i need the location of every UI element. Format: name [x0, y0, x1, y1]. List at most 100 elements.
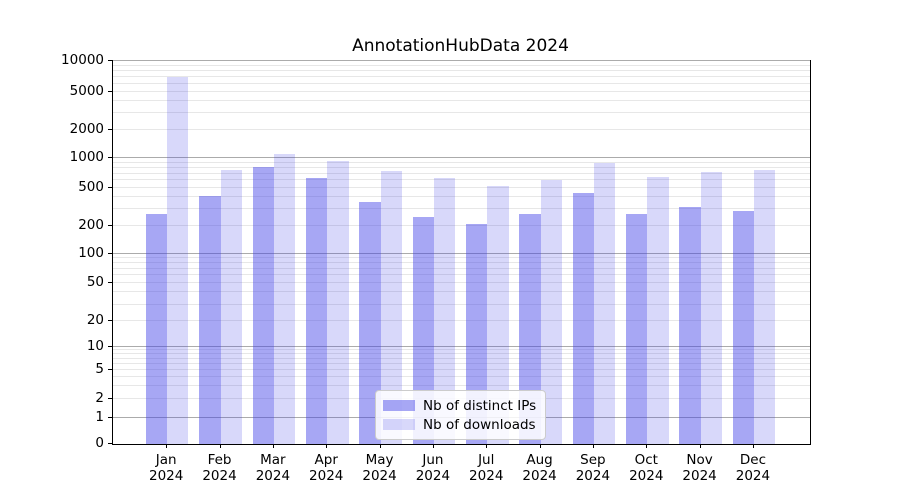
gridline-minor: [113, 196, 810, 198]
y-tick-mark: [108, 345, 112, 347]
y-tick-label: 100: [78, 244, 104, 261]
y-tick-label: 2: [95, 390, 104, 407]
legend-swatch-icon: [383, 419, 415, 430]
y-tick-mark: [108, 417, 112, 419]
gridline-minor: [113, 385, 810, 387]
bar-downloads-nov: [700, 172, 722, 444]
x-tick-year: 2024: [575, 467, 611, 484]
gridline-minor: [113, 187, 810, 189]
gridline-minor: [113, 274, 810, 276]
y-tick-mark: [108, 282, 112, 284]
gridline-minor: [113, 64, 810, 66]
bar-downloads-sep: [593, 163, 616, 444]
x-tick-month: Mar: [260, 452, 286, 468]
gridline-minor: [113, 90, 810, 92]
x-tick-label: Jan 2024: [134, 452, 198, 484]
x-tick-label: Apr 2024: [294, 452, 358, 484]
x-tick-year: 2024: [469, 467, 504, 484]
y-tick-label: 2000: [69, 121, 104, 138]
y-tick-label: 10000: [61, 52, 104, 68]
legend-label: Nb of distinct IPs: [423, 397, 537, 414]
x-tick-mark: [272, 444, 274, 448]
bar-ips-mar: [252, 166, 274, 444]
bar-ips-jun: [412, 216, 434, 444]
y-tick-label: 1: [95, 409, 104, 426]
legend-item: Nb of downloads: [383, 415, 536, 434]
gridline-minor: [113, 112, 810, 114]
gridline-minor: [113, 179, 810, 181]
bar-downloads-feb: [220, 170, 242, 444]
x-tick-label: Jul 2024: [454, 452, 518, 484]
gridline-minor: [113, 349, 810, 351]
x-tick-mark: [379, 444, 381, 448]
gridline-minor: [113, 357, 810, 359]
y-tick-label: 20: [86, 312, 104, 329]
x-tick-label: Feb 2024: [188, 452, 252, 484]
bar-downloads-jul: [487, 186, 509, 444]
legend-swatch-icon: [383, 400, 415, 411]
gridline-minor: [113, 172, 810, 174]
y-tick-mark: [108, 320, 112, 322]
bar-ips-feb: [199, 196, 221, 444]
y-tick-mark: [108, 187, 112, 189]
gridline-major: [113, 252, 810, 254]
x-tick-label: Sep 2024: [561, 452, 625, 484]
y-tick-label: 10: [86, 337, 104, 354]
gridline-minor: [113, 225, 810, 227]
x-tick-mark: [646, 444, 648, 448]
gridline-minor: [113, 303, 810, 305]
gridline-minor: [113, 100, 810, 102]
gridline-major: [113, 345, 810, 347]
y-tick-mark: [108, 252, 112, 254]
x-tick-month: Dec: [739, 452, 766, 468]
gridline-minor: [113, 282, 810, 284]
y-tick-mark: [108, 225, 112, 227]
x-tick-year: 2024: [522, 467, 557, 484]
y-tick-label: 500: [78, 179, 104, 196]
gridline-minor: [113, 208, 810, 210]
bar-ips-jul: [465, 224, 488, 444]
y-tick-mark: [108, 398, 112, 400]
gridline-minor: [113, 362, 810, 364]
x-tick-month: Apr: [314, 452, 338, 468]
gridline-minor: [113, 161, 810, 163]
x-tick-month: Nov: [686, 452, 713, 468]
x-tick-mark: [486, 444, 488, 448]
x-tick-label: Jun 2024: [401, 452, 465, 484]
x-tick-label: Nov 2024: [668, 452, 732, 484]
x-tick-month: Jun: [422, 452, 444, 468]
y-tick-label: 1000: [69, 149, 104, 166]
gridline-minor: [113, 369, 810, 371]
gridline-minor: [113, 353, 810, 355]
bar-downloads-apr: [327, 160, 349, 444]
x-tick-year: 2024: [415, 467, 451, 484]
x-tick-mark: [326, 444, 328, 448]
gridline-minor: [113, 376, 810, 378]
x-tick-year: 2024: [735, 467, 771, 484]
gridline-minor: [113, 75, 810, 77]
gridline-minor: [113, 69, 810, 71]
bar-downloads-may: [380, 171, 402, 444]
y-tick-mark: [108, 90, 112, 92]
bar-downloads-aug: [540, 180, 562, 444]
y-tick-label: 200: [78, 217, 104, 234]
legend-item: Nb of distinct IPs: [383, 396, 536, 415]
gridline-minor: [113, 82, 810, 84]
chart-title: AnnotationHubData 2024: [352, 36, 569, 56]
legend: Nb of distinct IPs Nb of downloads: [375, 390, 547, 440]
x-tick-year: 2024: [309, 467, 344, 484]
x-tick-month: Feb: [207, 452, 232, 468]
plot-area: Nb of distinct IPs Nb of downloads: [112, 60, 811, 445]
x-tick-month: May: [365, 452, 394, 468]
gridline-minor: [113, 267, 810, 269]
x-tick-mark: [166, 444, 168, 448]
gridline-minor: [113, 320, 810, 322]
x-tick-label: Mar 2024: [241, 452, 305, 484]
x-tick-label: May 2024: [348, 452, 412, 484]
x-tick-mark: [592, 444, 594, 448]
bar-downloads-oct: [647, 176, 669, 444]
x-tick-year: 2024: [202, 467, 237, 484]
x-tick-year: 2024: [362, 467, 397, 484]
bar-ips-apr: [305, 177, 328, 444]
y-tick-mark: [108, 443, 112, 444]
